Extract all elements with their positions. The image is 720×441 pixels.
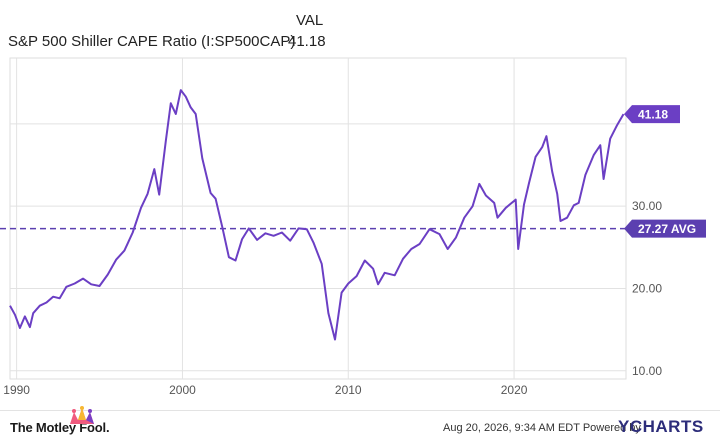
y-tick-label: 20.00 bbox=[632, 281, 662, 295]
ycharts-logo-rest: CHARTS bbox=[629, 417, 704, 436]
footer-divider bbox=[0, 410, 720, 411]
value-badges: 41.18 27.27 AVG bbox=[624, 105, 706, 238]
average-badge-shape bbox=[624, 219, 706, 238]
average-badge: 27.27 AVG bbox=[624, 219, 706, 238]
series-line-cape bbox=[9, 89, 625, 341]
x-tick-label: 2010 bbox=[335, 383, 362, 397]
last-value-badge-shape bbox=[624, 105, 680, 124]
cape-ratio-chart: 10.00 20.00 30.00 1990 2000 2010 2020 41.18 27… bbox=[0, 57, 706, 397]
ycharts-logo: YCHARTS bbox=[618, 417, 704, 437]
chart-grid bbox=[9, 57, 627, 380]
y-tick-label: 30.00 bbox=[632, 199, 662, 213]
y-tick-label: 10.00 bbox=[632, 364, 662, 378]
legend-series-name: S&P 500 Shiller CAPE Ratio (I:SP500CAP) bbox=[8, 33, 296, 50]
average-badge-text: 27.27 AVG bbox=[638, 222, 696, 236]
plot-frame bbox=[9, 57, 627, 380]
y-axis-ticks: 10.00 20.00 30.00 bbox=[632, 199, 662, 378]
x-tick-label: 2020 bbox=[501, 383, 528, 397]
ycharts-logo-y: Y bbox=[618, 417, 630, 436]
chart-timestamp: Aug 20, 2026, 9:34 AM EDT Powered by bbox=[443, 422, 641, 434]
x-tick-label: 1990 bbox=[3, 383, 30, 397]
x-axis-ticks: 1990 2000 2010 2020 bbox=[3, 383, 527, 397]
last-value-badge-text: 41.18 bbox=[638, 108, 668, 122]
last-value-badge: 41.18 bbox=[624, 105, 680, 124]
series-group bbox=[9, 89, 625, 341]
legend-series-value: 41.18 bbox=[288, 33, 326, 50]
legend-column-header: VAL bbox=[296, 12, 324, 29]
x-tick-label: 2000 bbox=[169, 383, 196, 397]
jester-hat-icon bbox=[70, 406, 94, 424]
